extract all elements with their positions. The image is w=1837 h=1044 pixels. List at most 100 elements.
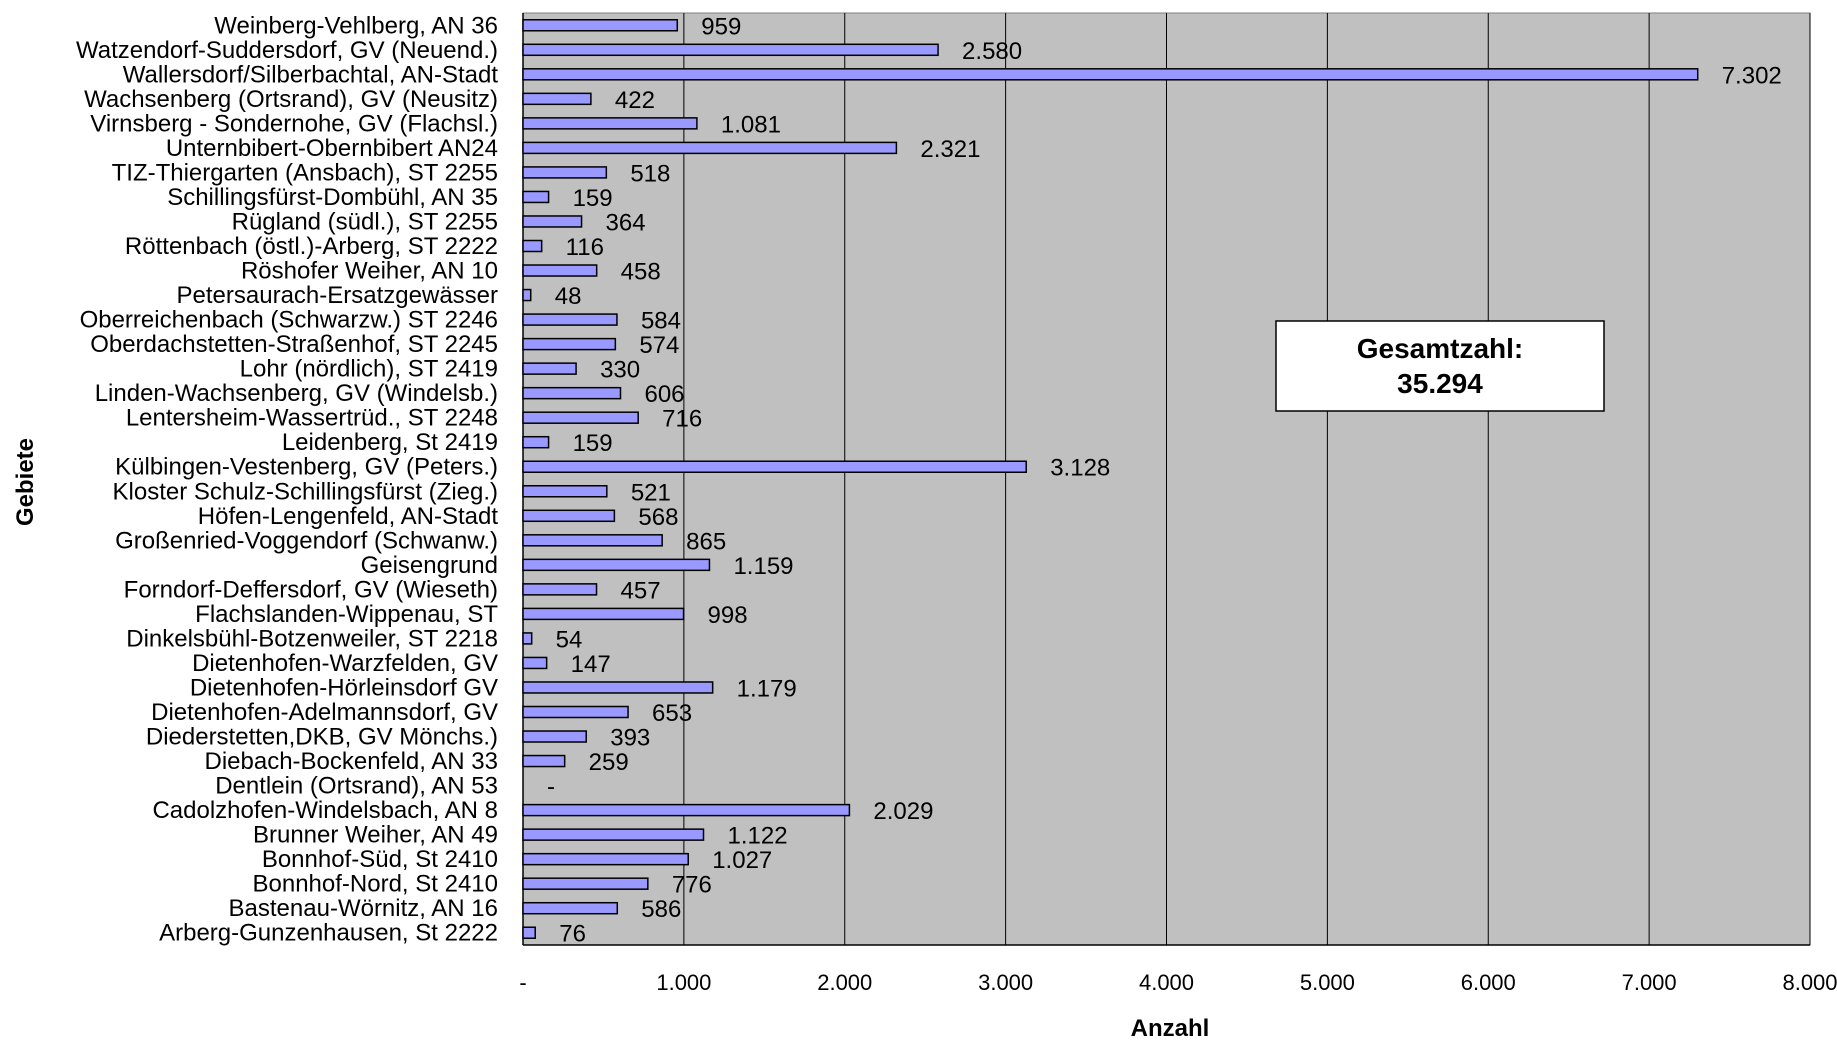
x-tick-label: 5.000 (1300, 970, 1355, 995)
value-label: 2.029 (873, 798, 933, 825)
value-label: 364 (606, 209, 646, 236)
category-label: Diebach-Bockenfeld, AN 33 (204, 748, 498, 775)
value-label: 521 (631, 479, 671, 506)
x-tick-label: 8.000 (1782, 970, 1837, 995)
value-label: 1.179 (737, 675, 797, 702)
bar (522, 705, 629, 719)
bar (522, 337, 617, 351)
value-label: 1.122 (728, 823, 788, 850)
bar (522, 509, 616, 523)
bar (522, 656, 548, 670)
bar (522, 239, 543, 253)
category-label: Cadolzhofen-Windelsbach, AN 8 (152, 797, 498, 824)
category-label: Bonnhof-Nord, St 2410 (253, 871, 499, 898)
bar (522, 386, 622, 400)
bar (522, 681, 714, 694)
category-label: Külbingen-Vestenberg, GV (Peters.) (115, 454, 498, 481)
bar (522, 901, 619, 915)
category-label: Diederstetten,DKB, GV Mönchs.) (146, 724, 498, 751)
category-label: Schillingsfürst-Dombühl, AN 35 (167, 184, 498, 211)
bar (522, 19, 679, 32)
value-label: 147 (571, 651, 611, 678)
bar (522, 215, 583, 228)
value-label: 586 (641, 896, 681, 923)
category-label: Dietenhofen-Adelmannsdorf, GV (151, 699, 498, 726)
category-label: TIZ-Thiergarten (Ansbach), ST 2255 (112, 159, 498, 186)
category-label: Lentersheim-Wassertrüd., ST 2248 (126, 405, 498, 432)
value-label: 7.302 (1722, 62, 1782, 89)
bar (522, 264, 598, 277)
value-label: 458 (621, 259, 661, 286)
bar (522, 485, 608, 498)
bar (522, 558, 711, 572)
value-label: 865 (686, 528, 726, 555)
category-label: Großenried-Voggendorf (Schwanw.) (115, 527, 498, 554)
category-label: Dietenhofen-Hörleinsdorf GV (190, 674, 498, 701)
category-label: Wachsenberg (Ortsrand), GV (Neusitz) (84, 86, 498, 113)
total-annotation-label: Gesamtzahl: (1357, 333, 1524, 364)
category-label: Wallersdorf/Silberbachtal, AN-Stadt (123, 61, 499, 88)
value-label: 1.081 (721, 111, 781, 138)
total-annotation: Gesamtzahl: 35.294 (1275, 320, 1605, 412)
x-tick-label: 3.000 (978, 970, 1033, 995)
bar (522, 141, 898, 155)
value-label: 716 (662, 406, 702, 433)
bars (522, 19, 1699, 939)
x-tick-labels: - 1.000 2.000 3.000 4.000 5.000 6.000 7.000 8.00… (519, 970, 1837, 995)
bar (522, 583, 598, 596)
bar (522, 68, 1699, 81)
category-label: Rügland (südl.), ST 2255 (232, 208, 498, 235)
bar (522, 190, 550, 204)
category-label: Arberg-Gunzenhausen, St 2222 (159, 920, 498, 947)
bar (522, 92, 592, 106)
value-label: 116 (566, 234, 604, 261)
value-label: 653 (652, 700, 692, 727)
value-label: 1.159 (733, 553, 793, 580)
value-label: - (547, 774, 555, 801)
value-label: 518 (630, 160, 670, 187)
bar (522, 313, 618, 326)
value-label: 393 (610, 725, 650, 752)
value-label: 2.580 (962, 38, 1022, 65)
value-label: 422 (615, 87, 655, 114)
bar (522, 632, 533, 645)
bar (522, 754, 566, 768)
x-tick-label: - (519, 970, 526, 995)
category-label: Virnsberg - Sondernohe, GV (Flachsl.) (90, 110, 498, 137)
x-tick-label: 2.000 (817, 970, 872, 995)
category-label: Oberdachstetten-Straßenhof, ST 2245 (90, 331, 498, 358)
value-label: 259 (589, 749, 629, 776)
x-axis-title: Anzahl (1131, 1015, 1210, 1039)
category-label: Dentlein (Ortsrand), AN 53 (215, 773, 498, 800)
category-label: Röshofer Weiher, AN 10 (241, 258, 498, 285)
value-label: 606 (644, 381, 684, 408)
value-label: 776 (672, 872, 712, 899)
total-annotation-value: 35.294 (1397, 368, 1483, 399)
value-label: 48 (555, 283, 582, 310)
category-label: Linden-Wachsenberg, GV (Windelsb.) (95, 380, 498, 407)
category-label: Kloster Schulz-Schillingsfürst (Zieg.) (113, 478, 498, 505)
category-label: Lohr (nördlich), ST 2419 (240, 356, 498, 383)
value-label: 330 (600, 357, 640, 384)
bar (522, 460, 1027, 473)
value-label: 159 (573, 185, 613, 212)
category-label: Brunner Weiher, AN 49 (253, 822, 498, 849)
bar (522, 730, 587, 743)
value-label: 457 (621, 577, 661, 604)
bar (522, 607, 685, 621)
value-labels: 9592.5807.3024221.0812.32151815936411645… (547, 13, 1782, 947)
category-label: Weinberg-Vehlberg, AN 36 (214, 12, 498, 39)
category-label: Forndorf-Deffersdorf, GV (Wieseth) (124, 576, 498, 603)
total-annotation-box (1275, 320, 1605, 412)
category-label: Leidenberg, St 2419 (282, 429, 498, 456)
value-label: 568 (638, 504, 678, 531)
value-label: 959 (701, 13, 741, 40)
bar (522, 288, 532, 302)
y-axis-title: Gebiete (12, 438, 39, 526)
bar (522, 852, 689, 866)
bar (522, 435, 550, 449)
category-label: Unternbibert-Obernbibert AN24 (166, 135, 498, 162)
x-tick-label: 1.000 (656, 970, 711, 995)
category-label: Bastenau-Wörnitz, AN 16 (229, 895, 498, 922)
